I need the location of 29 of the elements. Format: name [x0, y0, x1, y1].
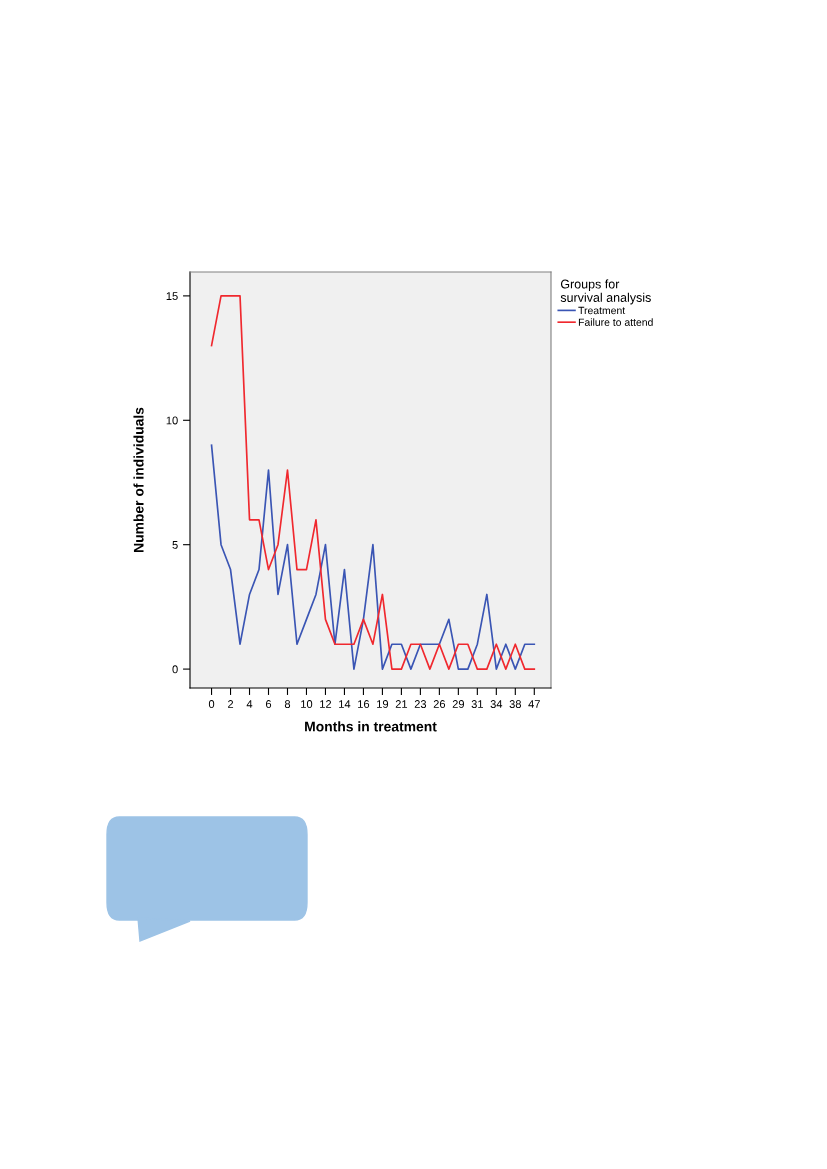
- x-tick-label: 47: [528, 700, 540, 708]
- x-tick-label: 21: [395, 700, 408, 708]
- x-tick-label: 14: [339, 700, 351, 708]
- x-tick-label: 23: [414, 700, 427, 708]
- line-series: [210, 444, 536, 670]
- x-tick-label: 38: [509, 700, 522, 708]
- line-series: [210, 295, 536, 670]
- x-tick-label: 12: [320, 700, 332, 708]
- legend-title: Groups for survival analysis: [560, 279, 651, 305]
- y-tick-label: 0: [172, 665, 178, 674]
- x-tick-label: 34: [490, 700, 503, 708]
- x-tick-label: 26: [433, 700, 446, 708]
- x-tick-label: 2: [228, 700, 234, 708]
- x-tick-label: 8: [284, 700, 291, 708]
- y-tick-label: 15: [166, 292, 178, 301]
- x-tick-label: 31: [471, 700, 483, 708]
- x-axis-title: Months in treatment: [305, 721, 437, 732]
- x-tick-label: 16: [358, 700, 370, 708]
- x-tick-label: 10: [301, 700, 313, 708]
- legend-label: Failure to attend: [578, 318, 653, 326]
- y-tick-label: 10: [166, 416, 178, 425]
- x-tick-label: 6: [265, 700, 272, 708]
- x-tick-label: 19: [377, 700, 389, 708]
- x-tick-label: 0: [208, 700, 215, 708]
- x-tick-label: 29: [452, 700, 465, 708]
- legend-label: Treatment: [578, 306, 626, 315]
- x-tick-label: 4: [246, 700, 253, 708]
- y-tick-label: 5: [172, 541, 178, 549]
- y-axis-title: Number of individuals: [133, 407, 144, 552]
